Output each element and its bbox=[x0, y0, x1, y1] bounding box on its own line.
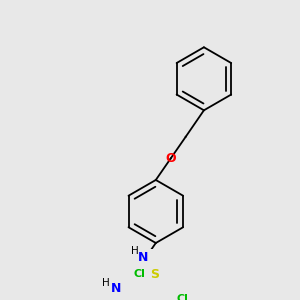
Text: H: H bbox=[102, 278, 110, 288]
Text: Cl: Cl bbox=[176, 294, 188, 300]
Text: O: O bbox=[165, 152, 176, 165]
Text: H: H bbox=[131, 246, 139, 256]
Text: N: N bbox=[111, 282, 121, 295]
Text: Cl: Cl bbox=[133, 269, 145, 279]
Text: N: N bbox=[138, 251, 148, 264]
Text: S: S bbox=[150, 268, 159, 281]
